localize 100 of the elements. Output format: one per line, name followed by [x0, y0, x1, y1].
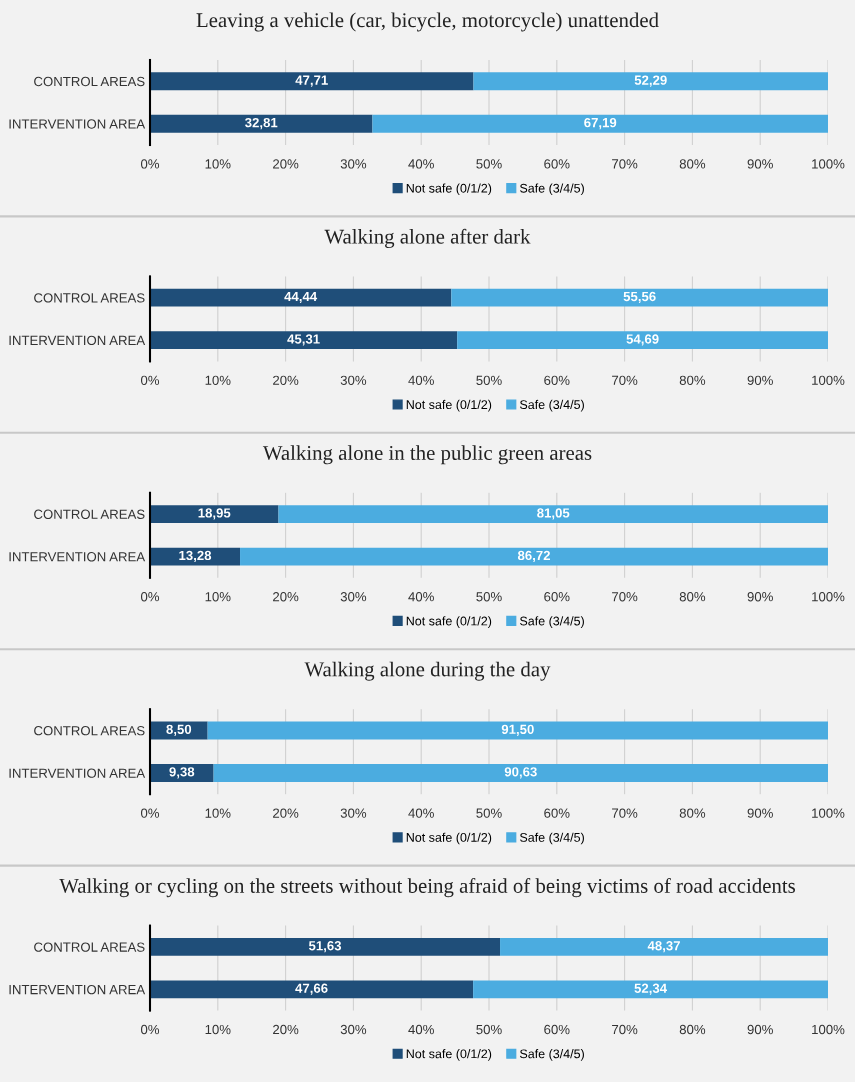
x-tick-label: 30% — [340, 1024, 367, 1035]
x-tick-label: 60% — [544, 159, 570, 169]
chart-title: Walking alone in the public green areas — [262, 445, 592, 465]
bar — [213, 764, 828, 782]
y-tick-label: INTERVENTION AREA — [9, 335, 146, 346]
x-tick-label: 40% — [408, 1024, 434, 1035]
bar — [150, 764, 214, 782]
data-label: 44,44 — [284, 291, 318, 304]
x-tick-label: 90% — [747, 592, 773, 602]
chart-title: Walking alone during the day — [304, 661, 551, 681]
x-tick-label: 30% — [340, 592, 367, 602]
data-label: 13,28 — [179, 550, 212, 563]
x-tick-label: 100% — [812, 375, 845, 385]
legend-label: Not safe (0/1/2) — [406, 399, 492, 412]
data-label: 67,19 — [584, 117, 617, 130]
x-tick-label: 50% — [476, 159, 502, 169]
x-tick-label: 70% — [612, 159, 638, 169]
bar — [150, 72, 474, 91]
x-tick-label: 100% — [812, 159, 845, 169]
bar — [372, 114, 828, 133]
x-tick-label: 20% — [273, 159, 299, 169]
x-tick-label: 70% — [612, 592, 638, 602]
y-tick-label: INTERVENTION AREA — [9, 119, 146, 129]
y-tick-label: CONTROL AREAS — [34, 509, 145, 519]
x-tick-label: 80% — [679, 592, 706, 602]
legend-label: Safe (3/4/5) — [519, 832, 584, 845]
x-tick-label: 80% — [679, 375, 706, 385]
x-tick-label: 60% — [544, 375, 570, 385]
x-tick-label: 10% — [205, 1024, 231, 1035]
x-tick-label: 10% — [205, 808, 231, 818]
data-label: 9,38 — [169, 767, 195, 779]
x-tick-label: 0% — [140, 592, 160, 602]
x-tick-label: 60% — [544, 592, 570, 602]
bar — [150, 114, 373, 133]
x-tick-label: 70% — [612, 808, 638, 818]
bar — [207, 721, 828, 740]
bar — [473, 72, 828, 91]
data-label: 86,72 — [517, 550, 550, 563]
y-tick-label: CONTROL AREAS — [34, 293, 145, 303]
x-tick-label: 10% — [205, 159, 231, 169]
x-tick-label: 10% — [205, 592, 231, 602]
x-tick-label: 50% — [476, 808, 502, 818]
bar — [240, 547, 828, 566]
y-tick-label: CONTROL AREAS — [34, 942, 145, 952]
x-tick-label: 60% — [544, 1024, 570, 1035]
x-tick-label: 40% — [408, 375, 434, 385]
bar — [150, 331, 458, 350]
y-tick-label: CONTROL AREAS — [34, 76, 145, 87]
legend-label: Not safe (0/1/2) — [406, 183, 492, 196]
data-label: 55,56 — [623, 291, 656, 304]
x-tick-label: 90% — [747, 808, 773, 818]
data-label: 18,95 — [198, 508, 231, 520]
x-tick-label: 80% — [679, 808, 706, 818]
data-label: 47,66 — [295, 983, 328, 995]
data-label: 52,29 — [634, 75, 667, 87]
legend-label: Safe (3/4/5) — [519, 399, 584, 412]
legend-label: Not safe (0/1/2) — [406, 832, 492, 845]
x-tick-label: 70% — [612, 375, 638, 385]
chart-title: Walking alone after dark — [324, 228, 531, 248]
bar — [150, 505, 279, 523]
x-tick-label: 80% — [679, 1024, 706, 1035]
data-label: 8,50 — [166, 724, 192, 736]
data-label: 91,50 — [501, 724, 534, 736]
bar — [451, 288, 828, 307]
data-label: 48,37 — [647, 941, 680, 953]
x-tick-label: 30% — [340, 808, 367, 818]
x-tick-label: 30% — [340, 159, 367, 169]
bar — [150, 288, 452, 307]
x-tick-label: 70% — [612, 1024, 638, 1035]
chart-title: Walking or cycling on the streets without being afraid of being victims of road accidents — [59, 878, 796, 898]
x-tick-label: 60% — [544, 808, 570, 818]
x-tick-label: 10% — [205, 375, 231, 385]
y-tick-label: INTERVENTION AREA — [9, 768, 146, 778]
x-tick-label: 0% — [140, 375, 160, 385]
x-tick-label: 90% — [747, 1024, 773, 1035]
x-tick-label: 90% — [747, 159, 773, 169]
y-tick-label: CONTROL AREAS — [34, 726, 145, 736]
x-tick-label: 40% — [408, 159, 434, 169]
data-label: 32,81 — [245, 117, 278, 130]
x-tick-label: 20% — [273, 592, 299, 602]
bar — [150, 980, 474, 999]
legend-label: Not safe (0/1/2) — [406, 616, 492, 628]
x-tick-label: 50% — [476, 1024, 502, 1035]
x-tick-label: 50% — [476, 592, 502, 602]
legend-label: Safe (3/4/5) — [519, 616, 584, 628]
x-tick-label: 50% — [476, 375, 502, 385]
x-tick-label: 20% — [273, 375, 299, 385]
chart-title: Leaving a vehicle (car, bicycle, motorcycle) unattended — [196, 12, 659, 32]
bar — [278, 505, 828, 523]
x-tick-label: 100% — [812, 592, 845, 602]
bar — [473, 980, 828, 999]
x-tick-label: 100% — [812, 1024, 845, 1035]
legend-label: Safe (3/4/5) — [519, 183, 584, 196]
x-tick-label: 30% — [340, 375, 367, 385]
data-label: 51,63 — [308, 941, 342, 953]
x-tick-label: 0% — [140, 1024, 160, 1035]
x-tick-label: 0% — [140, 808, 160, 818]
legend-label: Safe (3/4/5) — [519, 1049, 584, 1061]
legend-label: Not safe (0/1/2) — [406, 1049, 492, 1061]
data-label: 47,71 — [295, 75, 328, 87]
